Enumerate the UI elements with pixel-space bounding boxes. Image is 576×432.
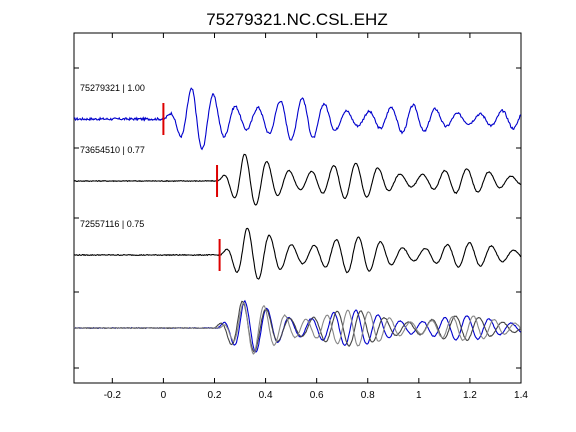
x-tick-label: 1.2 <box>463 390 477 401</box>
plot-frame <box>73 32 522 384</box>
y-axis-ticks <box>74 67 521 369</box>
x-tick-label: 0.8 <box>361 390 375 401</box>
x-axis: -0.2 0 0.2 0.4 0.6 0.8 1 1.2 1.4 <box>104 33 528 401</box>
trace-label: 72557116 | 0.75 <box>80 219 144 229</box>
overlay-trace <box>73 302 522 355</box>
trace-labels: 75279321 | 1.00 73654510 | 0.77 72557116 |… <box>80 83 145 229</box>
x-tick-label: 0.4 <box>259 390 273 401</box>
waveform-trace <box>73 153 522 206</box>
x-tick-label: -0.2 <box>104 390 122 401</box>
waveform-traces <box>73 87 522 355</box>
chart-title: 75279321.NC.CSL.EHZ <box>206 10 387 29</box>
x-tick-label: 1 <box>416 390 422 401</box>
trace-label: 73654510 | 0.77 <box>80 145 145 155</box>
x-tick-label: 0 <box>161 390 167 401</box>
waveform-trace <box>73 87 522 151</box>
x-tick-label: 0.2 <box>208 390 222 401</box>
waveform-trace <box>73 227 522 280</box>
x-tick-label: 1.4 <box>514 390 528 401</box>
x-tick-label: 0.6 <box>310 390 324 401</box>
trace-label: 75279321 | 1.00 <box>80 83 145 93</box>
